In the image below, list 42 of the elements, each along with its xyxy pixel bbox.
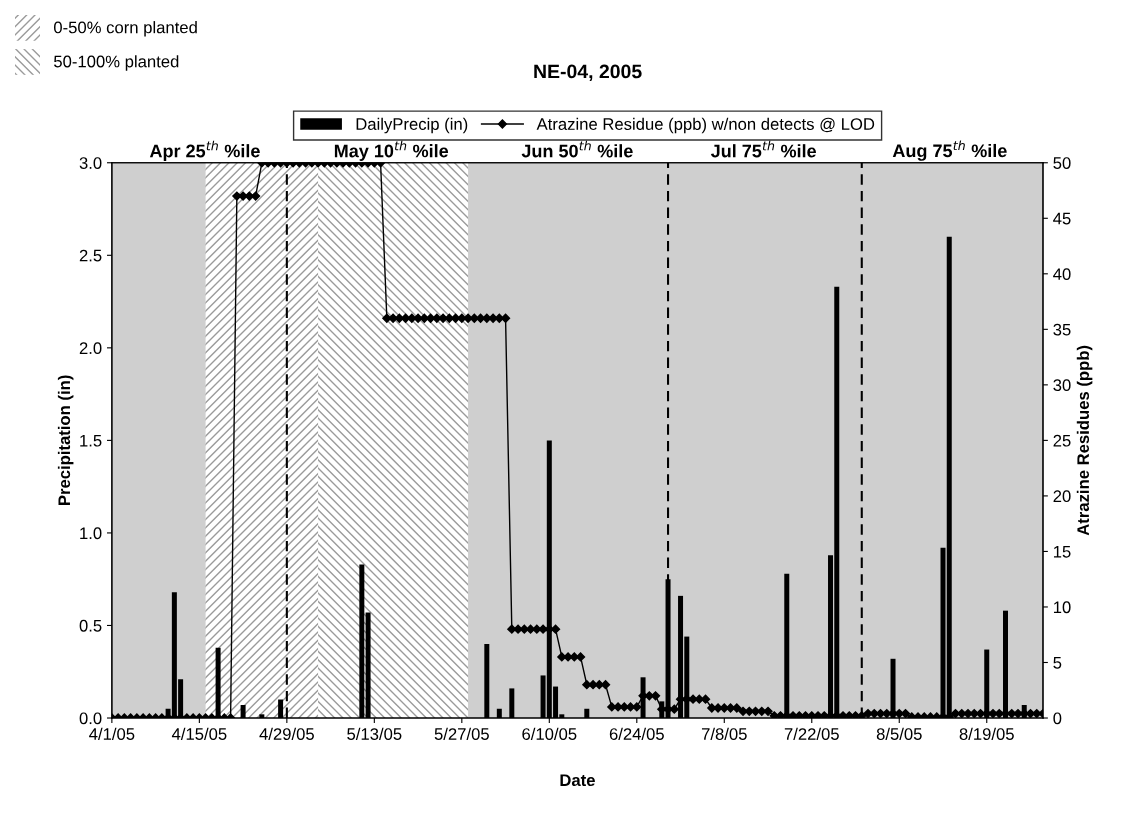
y-tick-label: 0.0 (79, 712, 102, 725)
legend-label: 0-50% corn planted (53, 21, 197, 37)
y2-axis-title: Atrazine Residues (ppb) (1076, 345, 1093, 536)
y-tick-label: 2.5 (79, 249, 102, 262)
text: May 10$^{th}$ %ile (334, 140, 449, 161)
y-tick-label: 2.0 (79, 342, 102, 355)
y2-tick-label: 40 (1053, 268, 1071, 281)
y-tick-label: 0.5 (79, 619, 102, 632)
x-tick-label: 4/29/05 (259, 727, 314, 740)
x-tick-label: 6/24/05 (609, 727, 664, 740)
legend-label: Atrazine Residue (ppb) w/non detects @ LOD (536, 117, 875, 134)
y2-tick-label: 30 (1053, 379, 1071, 392)
y-tick-label: 3.0 (79, 157, 102, 169)
y2-tick-label: 45 (1053, 212, 1071, 225)
chart-title: NE-04, 2005 (534, 64, 642, 82)
x-tick-label: 7/22/05 (784, 727, 839, 740)
y2-tick-label: 15 (1053, 546, 1071, 558)
y2-tick-label: 35 (1053, 323, 1071, 336)
x-axis-title: Date (560, 774, 595, 787)
x-tick-label: 8/19/05 (959, 727, 1014, 740)
text: Jun 50$^{th}$ %ile (521, 140, 633, 158)
y2-tick-label: 50 (1053, 157, 1071, 169)
y-tick-label: 1.5 (80, 434, 102, 447)
x-tick-label: 8/5/05 (876, 727, 922, 740)
y-axis-title: Precipitation (in) (57, 375, 74, 506)
legend-label: DailyPrecip (in) (356, 117, 468, 134)
x-tick-label: 4/15/05 (171, 727, 227, 740)
x-tick-label: 6/10/05 (522, 727, 577, 740)
text: Apr 25$^{th}$ %ile (149, 140, 260, 161)
y2-tick-label: 5 (1053, 657, 1062, 669)
y2-tick-label: 25 (1053, 434, 1071, 447)
x-tick-label: 4/1/05 (89, 727, 135, 740)
y2-tick-label: 20 (1053, 490, 1071, 503)
x-tick-label: 7/8/05 (701, 727, 747, 740)
y2-tick-label: 10 (1053, 601, 1071, 614)
text: Aug 75$^{th}$ %ile (892, 140, 1007, 161)
x-tick-label: 5/27/05 (434, 727, 489, 740)
x-tick-label: 5/13/05 (347, 727, 402, 740)
y2-tick-label: 0 (1053, 712, 1062, 725)
y-tick-label: 1.0 (80, 527, 102, 540)
text: Jul 75$^{th}$ %ile (710, 140, 817, 158)
legend-label: 50-100% planted (54, 55, 179, 71)
